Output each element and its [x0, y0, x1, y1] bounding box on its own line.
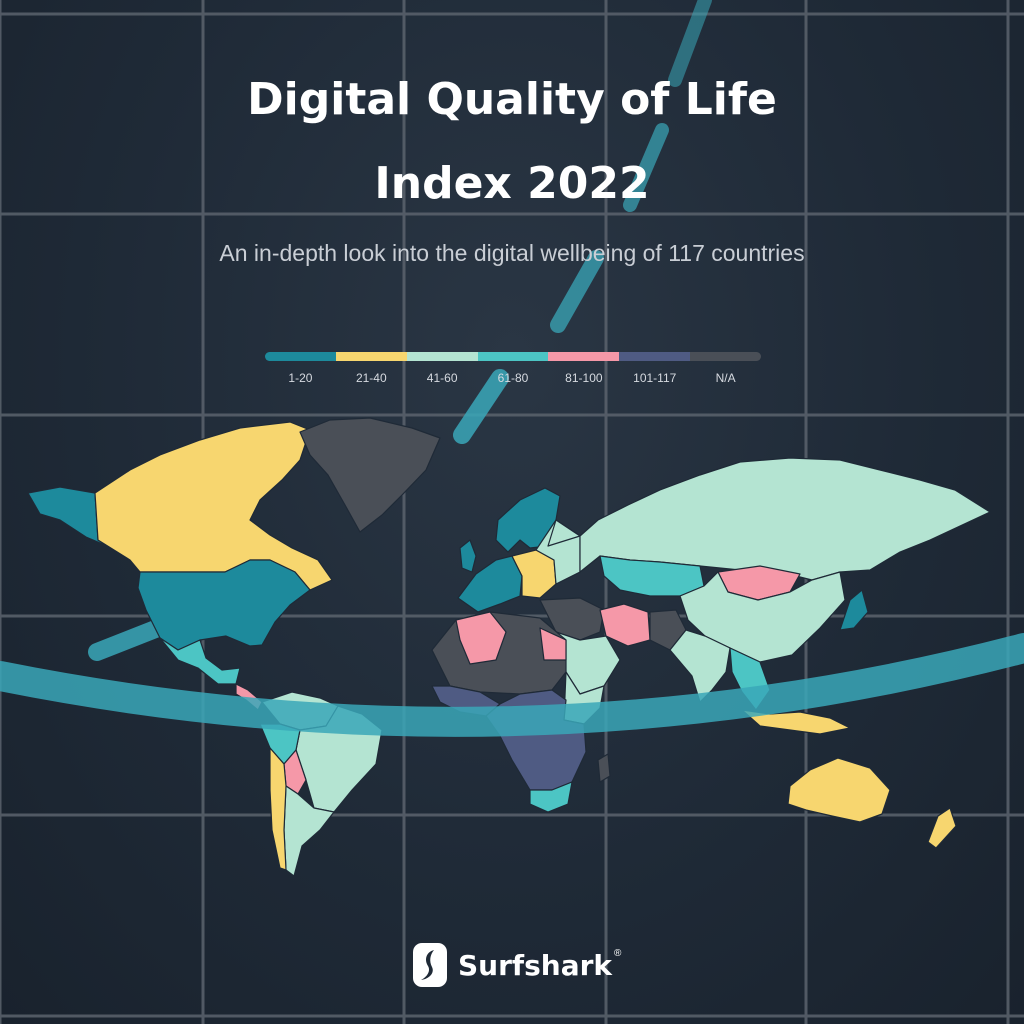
region-australia [787, 757, 891, 823]
region-greenland [299, 417, 441, 533]
region-algeria [455, 611, 507, 665]
legend-label: 41-60 [426, 371, 458, 385]
legend-swatch [265, 352, 336, 361]
region-new-zealand [927, 807, 957, 849]
region-egypt [539, 627, 567, 661]
brand-name: Surfshark [458, 948, 613, 982]
legend-swatch [548, 352, 620, 361]
page-subtitle: An in-depth look into the digital wellbe… [219, 240, 805, 266]
legend-label: 61-80 [497, 371, 529, 385]
legend-label: 21-40 [355, 371, 387, 385]
region-mexico [159, 637, 241, 685]
legend-swatch [477, 352, 549, 361]
brand-logo: Surfshark ® [412, 940, 621, 990]
legend-swatch [335, 352, 407, 361]
region-india [669, 629, 731, 703]
legend-label: N/A [715, 371, 736, 385]
region-japan [839, 589, 869, 631]
legend-label: 81-100 [565, 371, 603, 385]
legend-swatch [406, 352, 478, 361]
region-usa [137, 559, 311, 651]
legend-color-bar [265, 352, 761, 361]
region-south-africa [529, 781, 573, 813]
region-madagascar [597, 753, 611, 783]
legend-label: 1-20 [288, 371, 313, 385]
region-chile [269, 747, 287, 871]
decorative-band [0, 633, 1024, 737]
registered-mark: ® [614, 948, 622, 959]
map-legend: 1-20 21-40 41-60 61-80 81-100 101-117 N/A [265, 352, 761, 392]
region-canada [94, 421, 333, 591]
title-line-1: Digital Quality of Life [247, 74, 777, 125]
region-indonesia [741, 709, 851, 735]
title-line-2: Index 2022 [374, 158, 650, 209]
decorative-streak [88, 0, 712, 661]
legend-swatch [690, 352, 761, 361]
surfshark-logo-icon [413, 943, 447, 987]
legend-swatch [619, 352, 691, 361]
region-uk [459, 539, 477, 573]
page-title: Digital Quality of Life Index 2022 [0, 58, 1024, 226]
legend-label: 101-117 [633, 371, 677, 385]
legend-labels: 1-20 21-40 41-60 61-80 81-100 101-117 N/A [265, 371, 761, 385]
